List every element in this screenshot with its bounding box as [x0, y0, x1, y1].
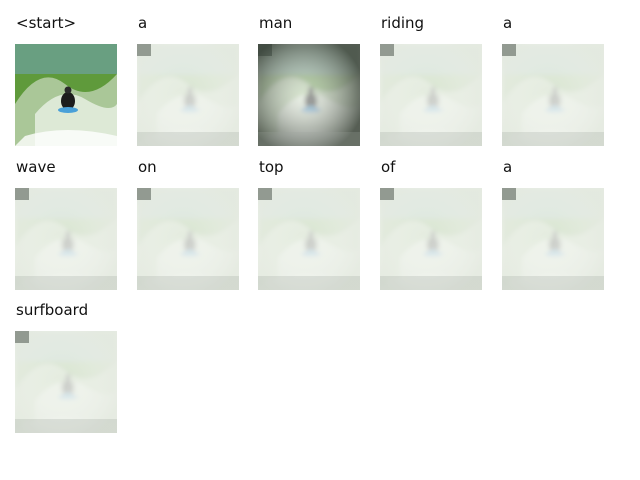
attention-map: [15, 331, 117, 433]
caption-word: a: [503, 14, 513, 32]
attention-map: [502, 188, 604, 290]
attention-map: [15, 188, 117, 290]
caption-word: wave: [16, 158, 56, 176]
caption-word: man: [259, 14, 293, 32]
source-image: [15, 44, 117, 146]
caption-word: a: [138, 14, 148, 32]
caption-word: of: [381, 158, 396, 176]
caption-word: riding: [381, 14, 425, 32]
attention-map: [137, 44, 239, 146]
attention-map: [380, 188, 482, 290]
attention-map: [380, 44, 482, 146]
caption-word: on: [138, 158, 157, 176]
caption-word: <start>: [16, 14, 77, 32]
caption-word: surfboard: [16, 301, 89, 319]
attention-map: [502, 44, 604, 146]
caption-word: top: [259, 158, 284, 176]
caption-word: a: [503, 158, 513, 176]
attention-map: [258, 44, 360, 146]
attention-map: [258, 188, 360, 290]
attention-map: [137, 188, 239, 290]
